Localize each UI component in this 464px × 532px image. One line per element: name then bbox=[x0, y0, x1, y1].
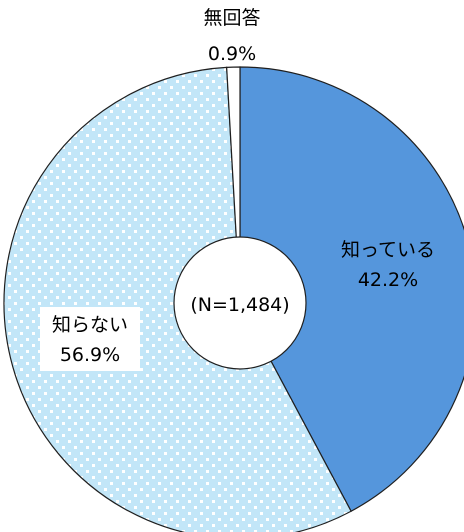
center-label: (N=1,484) bbox=[190, 294, 289, 316]
slice-label-unknown: 知らない bbox=[52, 314, 128, 336]
slice-value-no-answer: 0.9% bbox=[208, 43, 256, 65]
label-bg-unknown bbox=[40, 307, 140, 371]
slice-value-known: 42.2% bbox=[358, 269, 418, 291]
slice-label-known: 知っている bbox=[341, 239, 435, 261]
slice-value-unknown: 56.9% bbox=[60, 344, 120, 366]
center-hole bbox=[173, 236, 307, 370]
slice-label-no-answer: 無回答 bbox=[203, 7, 260, 29]
label-bg-known bbox=[319, 232, 456, 296]
